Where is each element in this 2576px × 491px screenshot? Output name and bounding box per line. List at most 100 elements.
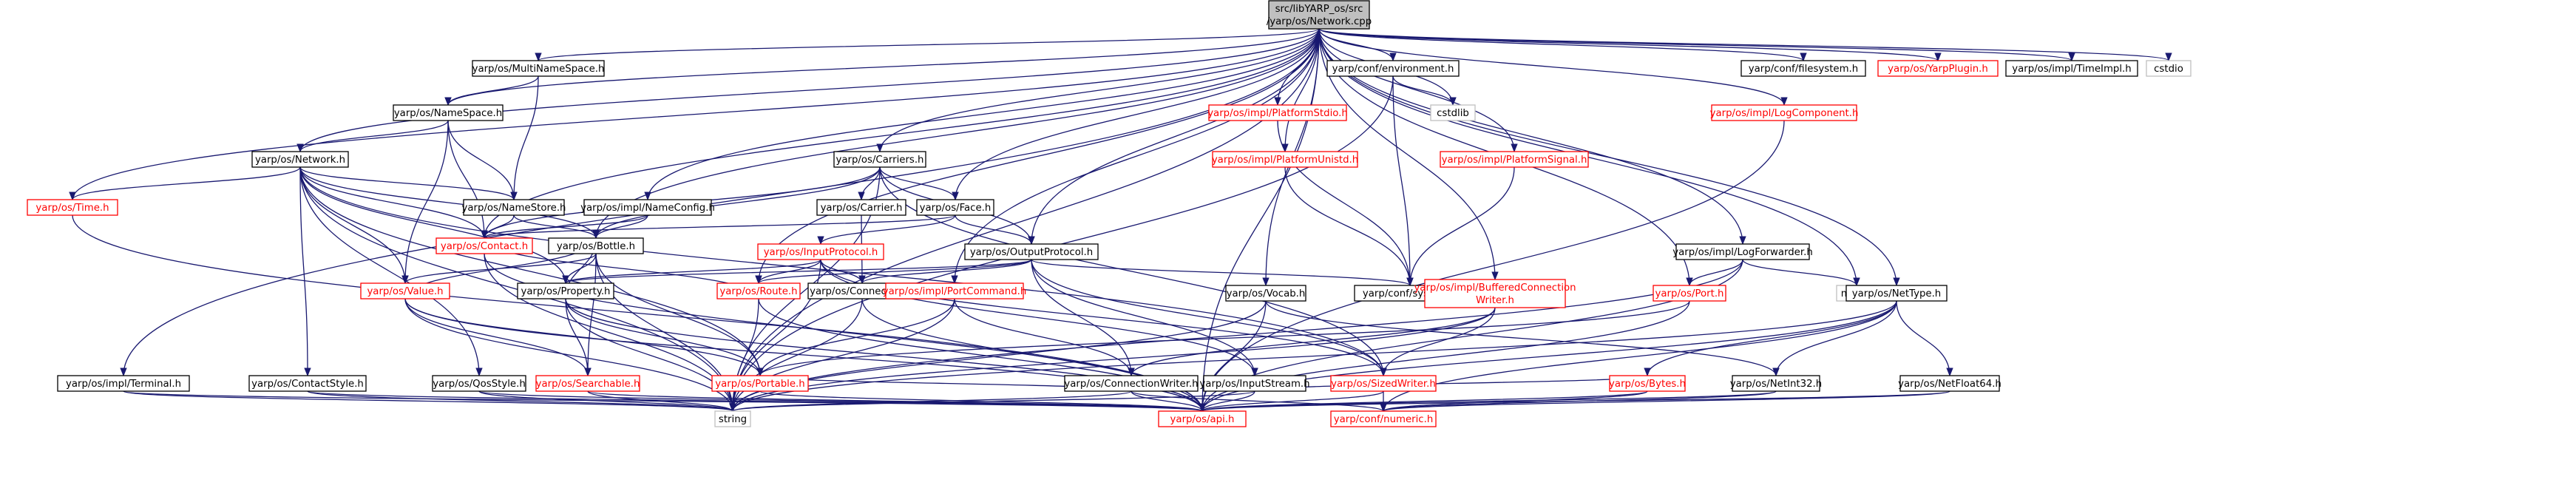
node-inputstream-label: yarp/os/InputStream.h: [1199, 379, 1309, 390]
node-cstdio-label: cstdio: [2154, 64, 2183, 75]
edge-connectionwriter-to-string: [729, 390, 1132, 413]
edge-root-to-contact: [481, 28, 1320, 240]
node-logcomponent[interactable]: yarp/os/impl/LogComponent.h: [1710, 104, 1859, 121]
node-port-label: yarp/os/Port.h: [1655, 288, 1724, 299]
node-portcommand[interactable]: yarp/os/impl/PortCommand.h: [883, 282, 1027, 299]
edge-network-to-qosstyle: [299, 166, 483, 377]
node-vocab[interactable]: yarp/os/Vocab.h: [1225, 285, 1306, 302]
node-timeimpl-label: yarp/os/impl/TimeImpl.h: [2012, 64, 2131, 75]
edge-portcommand-to-portable: [756, 298, 955, 377]
node-route[interactable]: yarp/os/Route.h: [716, 282, 801, 299]
node-value[interactable]: yarp/os/Value.h: [360, 282, 450, 299]
node-portable-label: yarp/os/Portable.h: [715, 379, 804, 390]
node-connectionwriter[interactable]: yarp/os/ConnectionWriter.h: [1064, 375, 1199, 392]
edge-bottle-to-portable: [595, 253, 764, 377]
edge-qosstyle-to-api: [478, 390, 1205, 413]
node-logforwarder-label: yarp/os/impl/LogForwarder.h: [1672, 247, 1813, 258]
edge-namespace-to-contact: [447, 120, 488, 240]
edge-network-to-portable: [299, 166, 764, 377]
node-timeimpl[interactable]: yarp/os/impl/TimeImpl.h: [2005, 60, 2138, 77]
node-contactstyle[interactable]: yarp/os/ContactStyle.h: [248, 375, 367, 392]
edge-environment-to-confsystem: [1392, 75, 1414, 287]
node-bufferedconnectionwriter-label2: Writer.h: [1476, 295, 1514, 306]
node-time[interactable]: yarp/os/Time.h: [27, 199, 118, 216]
node-cstdio[interactable]: cstdio: [2146, 60, 2192, 77]
node-contact[interactable]: yarp/os/Contact.h: [435, 237, 533, 254]
edge-root-to-nameconfig: [644, 28, 1320, 201]
node-contactstyle-label: yarp/os/ContactStyle.h: [251, 379, 364, 390]
edge-inputprotocol-to-property: [562, 259, 821, 285]
node-face-label: yarp/os/Face.h: [920, 203, 992, 214]
root-label-line1: src/libYARP_os/src: [1275, 4, 1363, 15]
node-carriers[interactable]: yarp/os/Carriers.h: [833, 151, 926, 168]
edge-logcomponent-to-api: [1199, 120, 1785, 413]
node-multinamespace[interactable]: yarp/os/MultiNameSpace.h: [472, 60, 605, 77]
node-inputprotocol[interactable]: yarp/os/InputProtocol.h: [757, 243, 884, 260]
edge-environment-to-cstdlib: [1392, 75, 1457, 106]
node-filesystem[interactable]: yarp/conf/filesystem.h: [1741, 60, 1866, 77]
node-platformsignal[interactable]: yarp/os/impl/PlatformSignal.h: [1440, 151, 1589, 168]
edge-root-to-environment: [1318, 28, 1397, 62]
edge-portcommand-to-connectionwriter: [954, 298, 1135, 377]
edge-nameconfig-to-contact: [481, 214, 648, 240]
edge-value-to-string: [404, 298, 736, 413]
node-platformunistd[interactable]: yarp/os/impl/PlatformUnistd.h: [1212, 151, 1358, 168]
node-logforwarder[interactable]: yarp/os/impl/LogForwarder.h: [1672, 243, 1813, 260]
edge-platformsignal-to-confsystem: [1406, 166, 1515, 287]
edge-vocab-to-netint32: [1265, 300, 1780, 377]
edge-inputprotocol-to-sizedwriter: [820, 259, 1387, 377]
node-searchable-label: yarp/os/Searchable.h: [536, 379, 640, 390]
dependency-edges: [69, 28, 2172, 413]
edge-outputprotocol-to-connectionwriter: [1031, 259, 1135, 377]
node-face[interactable]: yarp/os/Face.h: [916, 199, 994, 216]
edge-root-to-route: [755, 28, 1320, 285]
edge-network-to-contactstyle: [299, 166, 311, 377]
edge-root-to-network: [296, 28, 1320, 153]
node-api[interactable]: yarp/os/api.h: [1158, 410, 1247, 427]
node-yarpplugin[interactable]: yarp/os/YarpPlugin.h: [1877, 60, 1999, 77]
node-bytes[interactable]: yarp/os/Bytes.h: [1609, 375, 1686, 392]
edge-buffered-to-string: [729, 307, 1496, 413]
node-netint32[interactable]: yarp/os/NetInt32.h: [1730, 375, 1822, 392]
edge-connectionwriter-to-numeric: [1131, 390, 1387, 413]
edge-root-to-namespace: [444, 28, 1320, 106]
node-netfloat64[interactable]: yarp/os/NetFloat64.h: [1898, 375, 2002, 392]
node-sizedwriter-label: yarp/os/SizedWriter.h: [1331, 379, 1436, 390]
node-platformstdio[interactable]: yarp/os/impl/PlatformStdio.h: [1207, 104, 1348, 121]
node-qosstyle[interactable]: yarp/os/QosStyle.h: [432, 375, 526, 392]
node-searchable[interactable]: yarp/os/Searchable.h: [535, 375, 640, 392]
node-string[interactable]: string: [714, 410, 751, 427]
node-namestore[interactable]: yarp/os/NameStore.h: [462, 199, 566, 216]
node-environment[interactable]: yarp/conf/environment.h: [1326, 60, 1460, 77]
node-portable[interactable]: yarp/os/Portable.h: [711, 375, 809, 392]
node-carrier[interactable]: yarp/os/Carrier.h: [816, 199, 906, 216]
node-bottle[interactable]: yarp/os/Bottle.h: [548, 237, 644, 254]
node-terminal[interactable]: yarp/os/impl/Terminal.h: [57, 375, 190, 392]
edge-property-to-portable: [565, 298, 764, 377]
node-numeric[interactable]: yarp/conf/numeric.h: [1330, 410, 1437, 427]
node-sizedwriter[interactable]: yarp/os/SizedWriter.h: [1330, 375, 1437, 392]
edge-network-to-string: [299, 166, 736, 413]
node-cstdlib[interactable]: cstdlib: [1430, 104, 1476, 121]
edge-carriers-to-bottle: [592, 166, 881, 240]
root-label-line2: /yarp/os/Network.cpp: [1267, 16, 1372, 27]
node-inputstream[interactable]: yarp/os/InputStream.h: [1199, 375, 1310, 392]
node-port[interactable]: yarp/os/Port.h: [1653, 285, 1726, 302]
edge-property-to-string: [565, 298, 736, 413]
node-nettype[interactable]: yarp/os/NetType.h: [1845, 285, 1948, 302]
node-carriers-label: yarp/os/Carriers.h: [835, 155, 923, 166]
node-route-label: yarp/os/Route.h: [719, 286, 797, 297]
node-nameconfig[interactable]: yarp/os/impl/NameConfig.h: [580, 199, 715, 216]
edge-carriers-to-face: [879, 166, 959, 201]
node-property[interactable]: yarp/os/Property.h: [517, 282, 614, 299]
node-network[interactable]: yarp/os/Network.h: [251, 151, 349, 168]
node-namespace[interactable]: yarp/os/NameSpace.h: [393, 104, 504, 121]
node-numeric-label: yarp/conf/numeric.h: [1334, 414, 1434, 425]
edge-contactstyle-to-string: [307, 390, 736, 413]
node-network-cpp[interactable]: src/libYARP_os/src/yarp/os/Network.cpp: [1267, 0, 1372, 30]
node-filesystem-label: yarp/conf/filesystem.h: [1749, 64, 1858, 75]
edge-multinamespace-to-namespace: [444, 75, 539, 106]
node-outputprotocol[interactable]: yarp/os/OutputProtocol.h: [964, 243, 1099, 260]
edge-netint32-to-api: [1199, 390, 1777, 413]
